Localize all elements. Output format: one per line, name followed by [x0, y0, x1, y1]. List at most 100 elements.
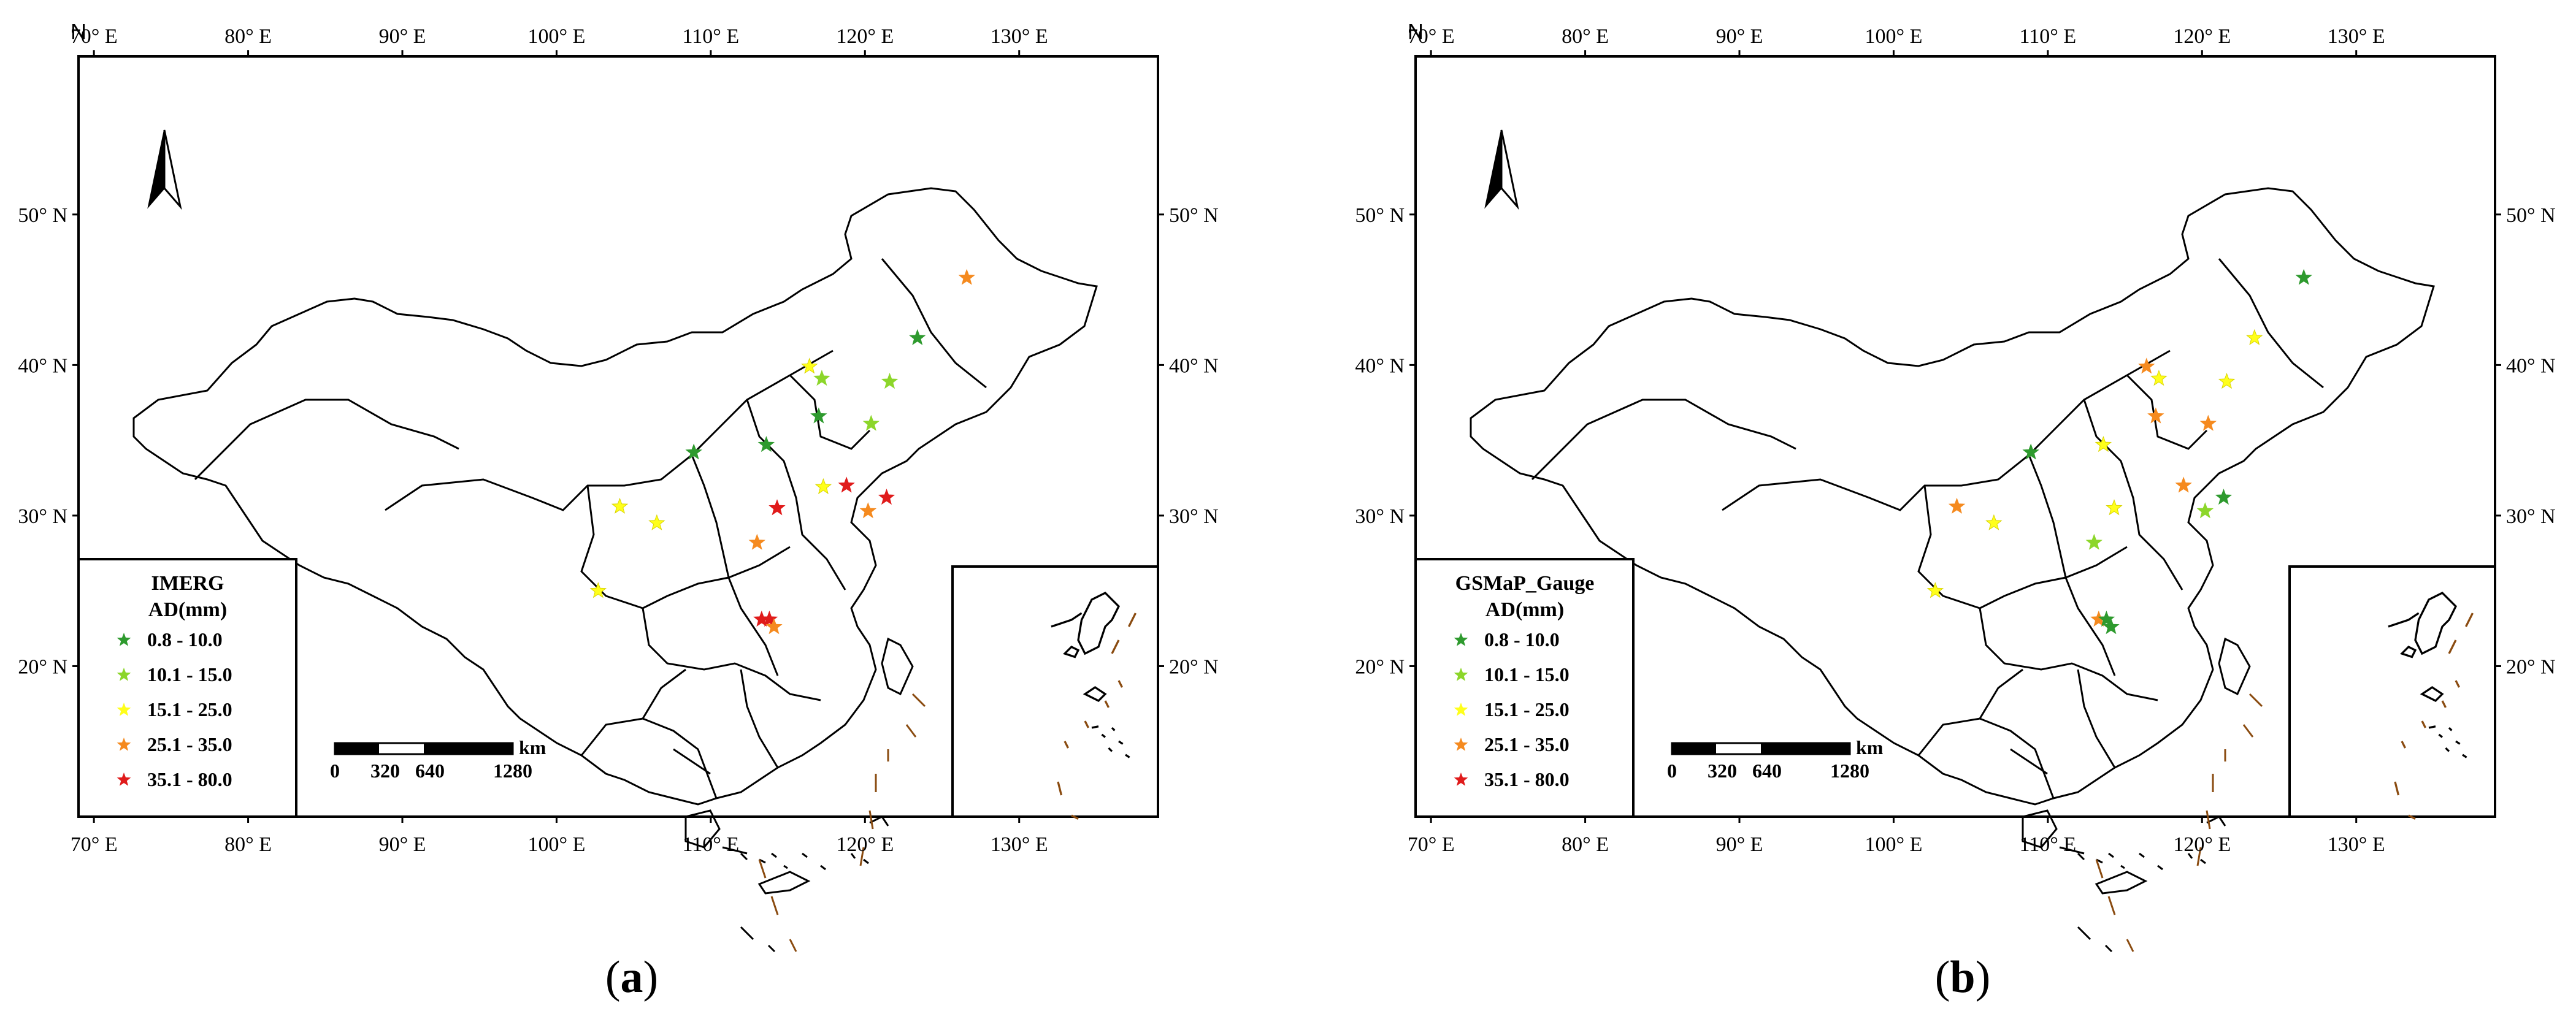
lat-tick-label-right: 20° N	[2506, 655, 2556, 678]
legend-star-icon	[117, 668, 131, 681]
lon-tick-label-bottom: 90° E	[379, 833, 426, 856]
panel-a: 70° E 70° E 80° E 80° E 90° E 90° E 100° E 100°…	[18, 19, 1219, 953]
lon-tick-label-bottom: 70° E	[71, 833, 118, 856]
station-star-marker	[2175, 476, 2192, 493]
lon-tick-label-top: 120° E	[836, 25, 894, 48]
legend-title: GSMaP_Gauge	[1455, 572, 1595, 595]
station-markers	[589, 269, 975, 635]
lat-tick-label-left: 50° N	[1355, 204, 1405, 227]
station-star-marker	[2095, 436, 2112, 452]
lon-tick-label-bottom: 120° E	[2173, 833, 2231, 856]
legend: IMERG AD(mm) 0.8 - 10.0 10.1 - 15.0 15.1 - 2…	[77, 558, 297, 818]
north-label: N	[1408, 19, 1424, 44]
south-china-sea-inset	[2288, 565, 2496, 820]
lat-tick-label-left: 50° N	[18, 204, 67, 227]
station-star-marker	[801, 357, 818, 374]
legend-star-icon	[117, 633, 131, 646]
legend-class-label: 35.1 - 80.0	[1484, 768, 1570, 790]
lat-tick-label-right: 50° N	[1169, 204, 1219, 227]
lat-tick-label-left: 30° N	[1355, 505, 1405, 528]
station-star-marker	[757, 436, 775, 452]
south-china-sea-inset	[951, 565, 1159, 820]
scale-bar-number: 1280	[1830, 760, 1869, 782]
lat-tick-label-left: 40° N	[1355, 354, 1405, 377]
station-star-marker	[1948, 497, 1966, 514]
scale-bar-number: 320	[370, 760, 400, 782]
legend-star-icon	[1454, 738, 1468, 751]
station-markers	[1926, 269, 2312, 635]
station-star-marker	[748, 533, 765, 550]
station-star-marker	[611, 497, 629, 514]
lon-tick-label-top: 70° E	[1408, 25, 1455, 48]
station-star-marker	[813, 370, 830, 386]
lon-tick-label-bottom: 100° E	[527, 833, 585, 856]
scale-bar-number: 0	[330, 760, 340, 782]
scale-bar-number: 0	[1667, 760, 1677, 782]
legend-class-label: 25.1 - 35.0	[1484, 733, 1570, 755]
north-arrow-icon	[147, 129, 182, 210]
station-star-marker	[958, 269, 975, 285]
lon-tick-label-top: 130° E	[991, 25, 1048, 48]
legend-class-label: 10.1 - 15.0	[147, 663, 232, 685]
legend-star-icon	[117, 738, 131, 751]
lon-tick-label-top: 90° E	[379, 25, 426, 48]
legend-class-label: 25.1 - 35.0	[147, 733, 232, 755]
lat-tick-label-right: 30° N	[2506, 505, 2556, 528]
legend-class-label: 15.1 - 25.0	[1484, 698, 1570, 720]
lon-tick-label-bottom: 130° E	[991, 833, 1048, 856]
lat-tick-label-right: 30° N	[1169, 505, 1219, 528]
lon-tick-label-bottom: 120° E	[836, 833, 894, 856]
station-star-marker	[810, 407, 827, 424]
scale-bar-number: 1280	[493, 760, 532, 782]
scale-bar-number: 320	[1708, 760, 1737, 782]
lon-tick-label-top: 110° E	[2020, 25, 2077, 48]
lat-tick-label-left: 40° N	[18, 354, 67, 377]
station-star-marker	[648, 514, 665, 530]
scale-bar-number: 640	[1752, 760, 1782, 782]
lon-tick-label-bottom: 90° E	[1716, 833, 1763, 856]
station-star-marker	[2147, 407, 2164, 424]
lon-tick-label-top: 90° E	[1716, 25, 1763, 48]
station-star-marker	[2138, 357, 2155, 374]
legend-star-icon	[117, 703, 131, 716]
station-star-marker	[1926, 582, 1944, 598]
legend-star-icon	[1454, 668, 1468, 681]
lon-tick-label-bottom: 80° E	[1562, 833, 1609, 856]
station-star-marker	[838, 476, 855, 493]
lat-tick-label-right: 50° N	[2506, 204, 2556, 227]
legend-class-label: 0.8 - 10.0	[1484, 628, 1560, 651]
station-star-marker	[769, 499, 786, 516]
legend-class-label: 0.8 - 10.0	[147, 628, 223, 651]
station-star-marker	[2106, 499, 2123, 516]
station-star-marker	[685, 443, 702, 460]
station-star-marker	[2196, 502, 2214, 519]
lat-tick-label-left: 30° N	[18, 505, 67, 528]
legend-star-icon	[117, 773, 131, 786]
scale-bar-unit: km	[1856, 736, 1884, 758]
lat-tick-label-right: 20° N	[1169, 655, 1219, 678]
station-star-marker	[589, 582, 607, 598]
station-star-marker	[878, 488, 895, 505]
legend: GSMaP_Gauge AD(mm) 0.8 - 10.0 10.1 - 15.0 15…	[1414, 558, 1635, 818]
lon-tick-label-bottom: 80° E	[224, 833, 272, 856]
station-star-marker	[2150, 370, 2168, 386]
station-star-marker	[761, 610, 778, 627]
station-star-marker	[859, 502, 877, 519]
lon-tick-label-bottom: 110° E	[2020, 833, 2077, 856]
lon-tick-label-top: 80° E	[1562, 25, 1609, 48]
lat-tick-label-right: 40° N	[2506, 354, 2556, 377]
lon-tick-label-top: 100° E	[1865, 25, 1922, 48]
legend-star-icon	[1454, 703, 1468, 716]
station-star-marker	[2022, 443, 2039, 460]
station-star-marker	[909, 329, 926, 345]
station-star-marker	[2246, 329, 2263, 345]
station-star-marker	[2199, 414, 2217, 431]
lon-tick-label-top: 100° E	[527, 25, 585, 48]
lon-tick-label-top: 120° E	[2173, 25, 2231, 48]
legend-class-label: 10.1 - 15.0	[1484, 663, 1570, 685]
station-star-marker	[2103, 618, 2120, 635]
station-star-marker	[881, 372, 899, 389]
